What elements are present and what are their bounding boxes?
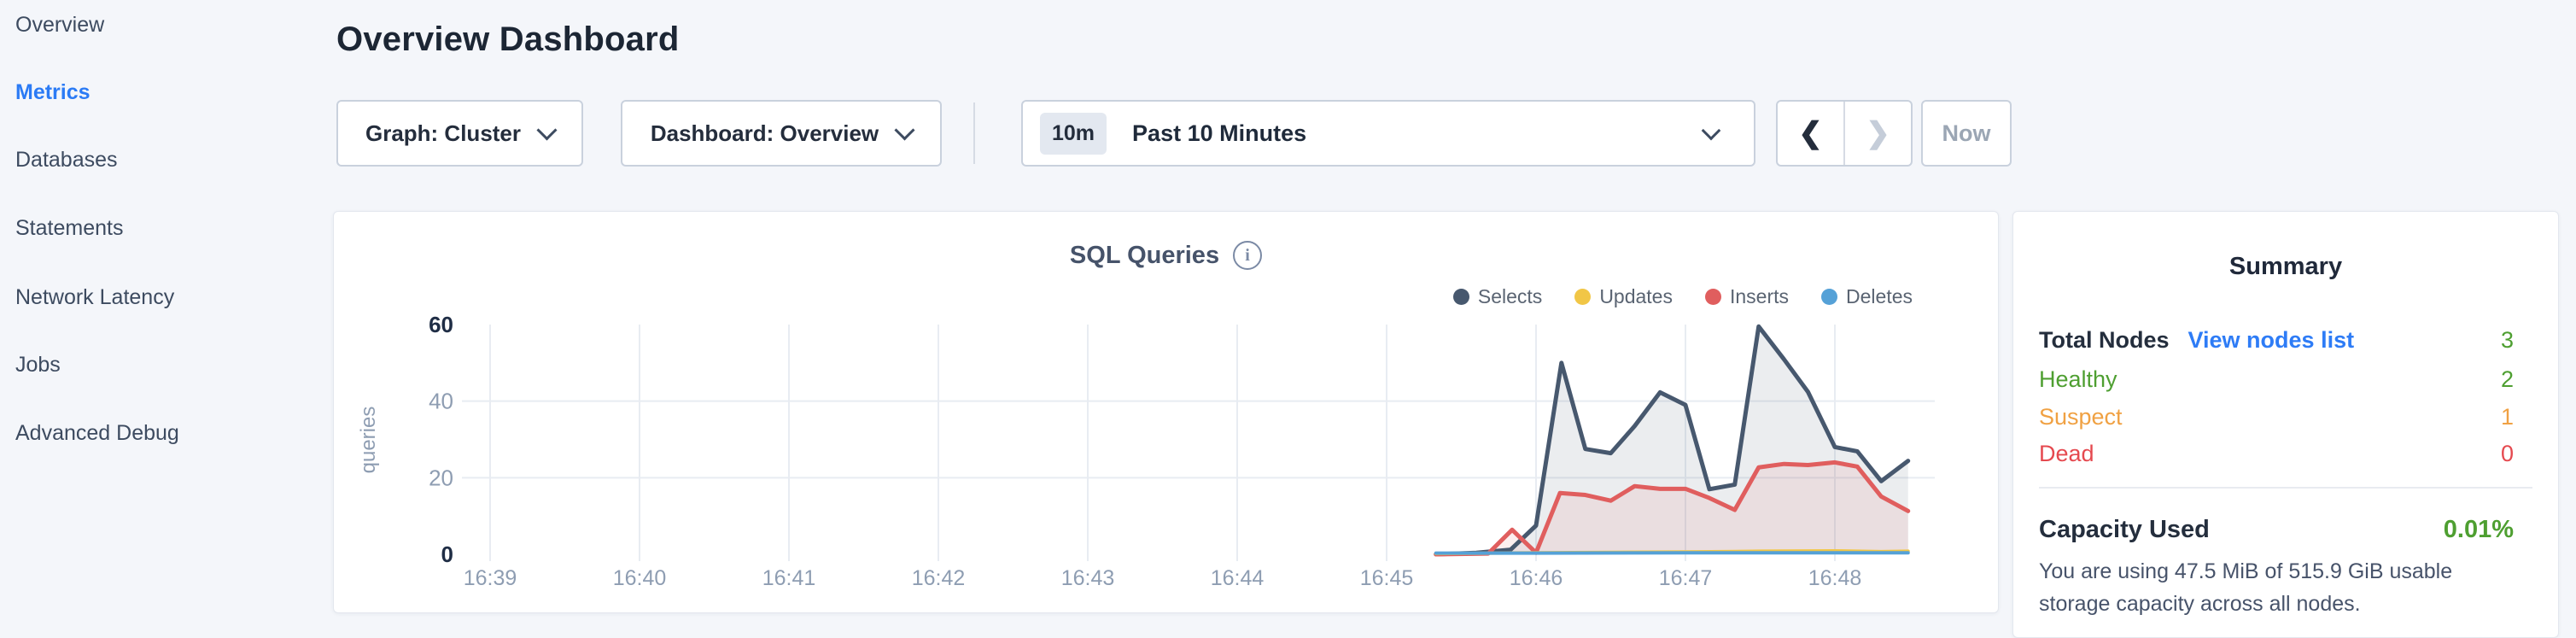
x-tick-label: 16:41	[762, 566, 816, 590]
y-tick-label: 40	[429, 389, 453, 414]
y-tick-label: 0	[441, 541, 453, 567]
app-root: Overview Metrics Databases Statements Networ…	[0, 0, 2576, 623]
time-range-dropdown[interactable]: 10m Past 10 Minutes	[1021, 100, 1755, 167]
time-range-label: Past 10 Minutes	[1132, 120, 1704, 147]
next-time-button[interactable]: ❯	[1845, 102, 1911, 165]
sidebar-item-metrics[interactable]: Metrics	[15, 79, 91, 106]
summary-row-total-nodes: Total Nodes View nodes list 3	[2039, 325, 2514, 355]
x-tick-label: 16:42	[912, 566, 966, 590]
time-range-badge: 10m	[1040, 113, 1107, 155]
sql-queries-chart[interactable]: 16:39 16:40 16:41 16:42 16:43 16:44 16:45 16:46…	[334, 212, 2000, 614]
sidebar-item-overview[interactable]: Overview	[15, 11, 104, 38]
sidebar-item-advanced-debug[interactable]: Advanced Debug	[15, 419, 179, 447]
summary-panel: Summary Total Nodes View nodes list 3 Healt…	[2012, 211, 2559, 638]
x-tick-label: 16:39	[464, 566, 517, 590]
graph-selector-label: Graph: Cluster	[365, 120, 521, 147]
x-tick-label: 16:43	[1061, 566, 1115, 590]
chevron-left-icon: ❮	[1798, 116, 1823, 150]
chevron-right-icon: ❯	[1866, 116, 1890, 150]
y-tick-label: 20	[429, 465, 453, 490]
x-tick-label: 16:48	[1808, 566, 1862, 590]
capacity-used-label: Capacity Used	[2039, 516, 2210, 544]
summary-row-label: Healthy	[2039, 366, 2117, 393]
chevron-down-icon	[1702, 121, 1721, 141]
summary-row-healthy: Healthy 2	[2039, 364, 2514, 395]
x-tick-label: 16:44	[1211, 566, 1265, 590]
chevron-down-icon	[536, 120, 557, 140]
y-tick-label: 60	[429, 312, 453, 337]
y-axis-label: queries	[357, 407, 380, 474]
graph-selector-dropdown[interactable]: Graph: Cluster	[336, 100, 583, 167]
sidebar-item-databases[interactable]: Databases	[15, 146, 118, 173]
summary-row-value: 0	[2501, 441, 2514, 467]
toolbar-divider	[973, 102, 975, 164]
sidebar-item-jobs[interactable]: Jobs	[15, 351, 61, 378]
dashboard-selector-dropdown[interactable]: Dashboard: Overview	[621, 100, 942, 167]
summary-title: Summary	[2013, 253, 2558, 281]
capacity-used-value: 0.01%	[2444, 516, 2514, 544]
summary-row-value: 1	[2501, 404, 2514, 430]
summary-row-value: 2	[2501, 366, 2514, 393]
view-nodes-list-link[interactable]: View nodes list	[2188, 327, 2355, 354]
summary-row-label: Dead	[2039, 441, 2094, 467]
x-tick-label: 16:46	[1510, 566, 1563, 590]
summary-divider	[2039, 487, 2532, 489]
page-title: Overview Dashboard	[336, 20, 680, 59]
summary-row-value: 3	[2501, 327, 2514, 354]
dashboard-selector-label: Dashboard: Overview	[651, 120, 879, 147]
capacity-description: You are using 47.5 MiB of 515.9 GiB usab…	[2039, 555, 2517, 620]
summary-row-suspect: Suspect 1	[2039, 401, 2514, 432]
sidebar-item-statements[interactable]: Statements	[15, 214, 123, 242]
summary-row-dead: Dead 0	[2039, 438, 2514, 469]
now-button[interactable]: Now	[1921, 100, 2012, 167]
sidebar-item-network-latency[interactable]: Network Latency	[15, 284, 174, 311]
x-tick-label: 16:40	[613, 566, 667, 590]
summary-row-label: Total Nodes	[2039, 327, 2170, 354]
x-tick-label: 16:45	[1360, 566, 1414, 590]
chevron-down-icon	[895, 120, 915, 140]
previous-time-button[interactable]: ❮	[1778, 102, 1845, 165]
x-tick-label: 16:47	[1659, 566, 1713, 590]
summary-row-label: Suspect	[2039, 404, 2123, 430]
time-pager: ❮ ❯	[1776, 100, 1913, 167]
